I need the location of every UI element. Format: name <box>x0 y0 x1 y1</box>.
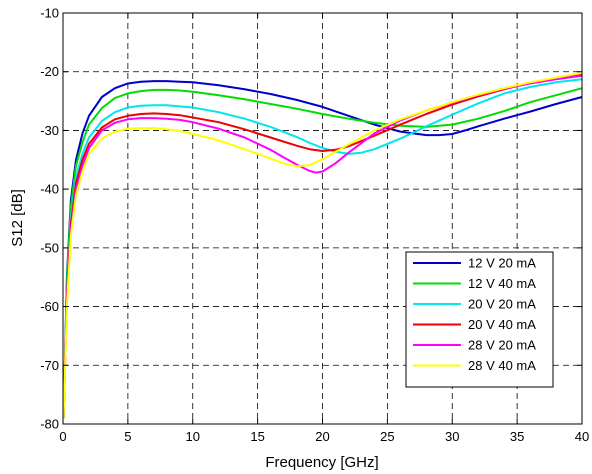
x-tick-label: 5 <box>124 429 131 444</box>
x-axis-label: Frequency [GHz] <box>265 454 378 471</box>
x-tick-label: 25 <box>380 429 394 444</box>
y-tick-label: -80 <box>40 417 59 432</box>
legend-label: 20 V 40 mA <box>468 317 536 332</box>
legend-label: 28 V 20 mA <box>468 338 536 353</box>
series-line-2 <box>62 87 583 419</box>
legend-label: 12 V 40 mA <box>468 276 536 291</box>
series-line-4 <box>62 73 583 419</box>
axis-ticks: 0 5 10 15 20 25 30 35 40 -80 -70 -60 -50 -40 -30 -20 -10 <box>40 6 589 445</box>
legend: 12 V 20 mA 12 V 40 mA 20 V 20 mA 20 V 40 mA… <box>405 251 554 388</box>
series-line-6 <box>62 71 583 419</box>
y-tick-label: -50 <box>40 240 59 255</box>
legend-label: 20 V 20 mA <box>468 297 536 312</box>
x-tick-label: 15 <box>250 429 264 444</box>
y-tick-label: -60 <box>40 299 59 314</box>
legend-label: 12 V 20 mA <box>468 256 536 271</box>
y-tick-label: -40 <box>40 182 59 197</box>
y-axis-label: S12 [dB] <box>9 189 26 247</box>
x-tick-label: 10 <box>186 429 200 444</box>
series-lines <box>62 71 583 419</box>
legend-label: 28 V 40 mA <box>468 358 536 373</box>
series-line-1 <box>62 80 583 419</box>
x-tick-label: 20 <box>315 429 329 444</box>
x-tick-label: 35 <box>510 429 524 444</box>
series-line-3 <box>62 78 583 419</box>
x-tick-label: 40 <box>575 429 589 444</box>
y-tick-label: -20 <box>40 64 59 79</box>
y-tick-label: -10 <box>40 6 59 21</box>
y-tick-label: -30 <box>40 123 59 138</box>
x-tick-label: 0 <box>59 429 66 444</box>
y-tick-label: -70 <box>40 358 59 373</box>
x-tick-label: 30 <box>445 429 459 444</box>
